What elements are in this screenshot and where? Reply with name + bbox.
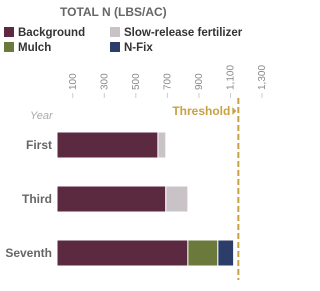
bar-segment <box>187 239 219 267</box>
x-tick-label: 100 <box>68 73 79 90</box>
bar-segment <box>157 131 167 159</box>
category-label: Third <box>22 192 52 206</box>
bar-segment <box>56 131 159 159</box>
threshold-arrow <box>232 107 237 115</box>
x-tick-label: 1,100 <box>225 65 236 90</box>
y-label: Year <box>30 110 54 122</box>
x-tick-label: 1,300 <box>257 65 268 90</box>
threshold-label: Threshold <box>172 104 230 118</box>
bar-segment <box>56 185 167 213</box>
legend-swatch <box>4 27 14 37</box>
legend-label: Mulch <box>18 42 51 54</box>
bar-segment <box>217 239 235 267</box>
legend-swatch <box>4 42 14 52</box>
chart-title: TOTAL N (LBS/AC) <box>60 5 167 19</box>
legend-label: N-Fix <box>124 42 153 54</box>
category-label: First <box>26 138 52 152</box>
x-tick-label: 300 <box>99 73 110 90</box>
legend-swatch <box>110 42 120 52</box>
x-tick-label: 900 <box>194 73 205 90</box>
bar-segment <box>56 239 189 267</box>
x-tick-label: 700 <box>162 73 173 90</box>
legend-swatch <box>110 27 120 37</box>
legend-label: Background <box>18 27 85 39</box>
x-tick-label: 500 <box>131 73 142 90</box>
bar-segment <box>165 185 189 213</box>
legend-label: Slow-release fertilizer <box>124 27 243 39</box>
chart: TOTAL N (LBS/AC) Year Background Slow-rel… <box>4 5 268 280</box>
category-label: Seventh <box>5 246 52 260</box>
